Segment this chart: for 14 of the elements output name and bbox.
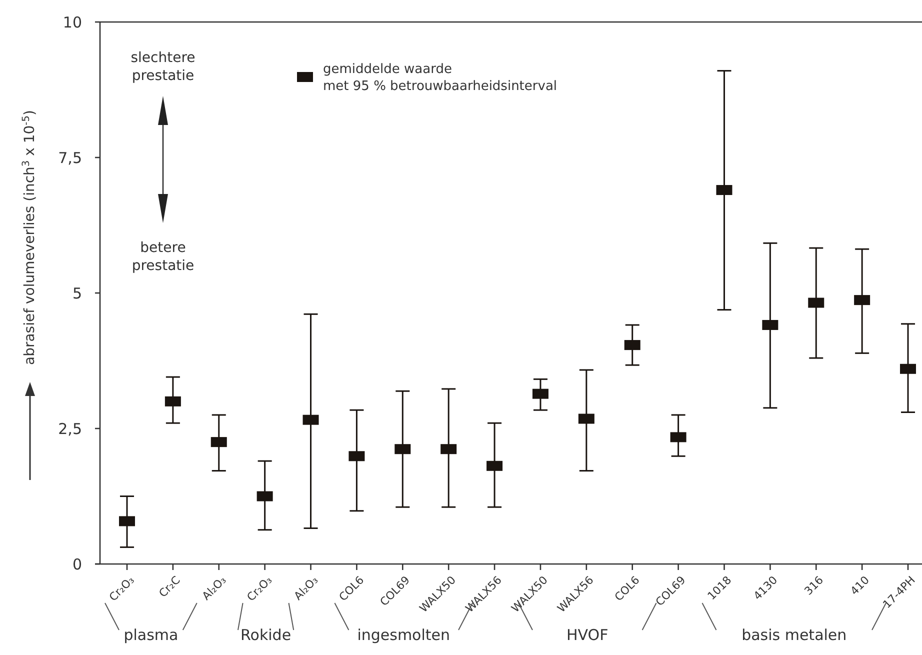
legend-label: gemiddelde waarde met 95 % betrouwbaarheidsinterval <box>323 62 558 94</box>
text: HVOF <box>566 626 608 644</box>
y-tick-label: 0 <box>72 555 82 574</box>
text: plasma <box>124 626 178 644</box>
x-tick-label: 410 <box>848 574 872 598</box>
text: Rokide <box>240 626 292 644</box>
y-tick-label: 2,5 <box>58 420 82 438</box>
y-tick-label: 10 <box>62 13 82 32</box>
y-tick-label: 7,5 <box>58 148 82 167</box>
annotation: slechtere prestatie <box>130 50 196 84</box>
text: ingesmolten <box>357 626 450 644</box>
text: basis metalen <box>742 626 847 644</box>
y-tick-label: 5 <box>72 284 82 302</box>
annotation: betere prestatie <box>132 240 194 274</box>
